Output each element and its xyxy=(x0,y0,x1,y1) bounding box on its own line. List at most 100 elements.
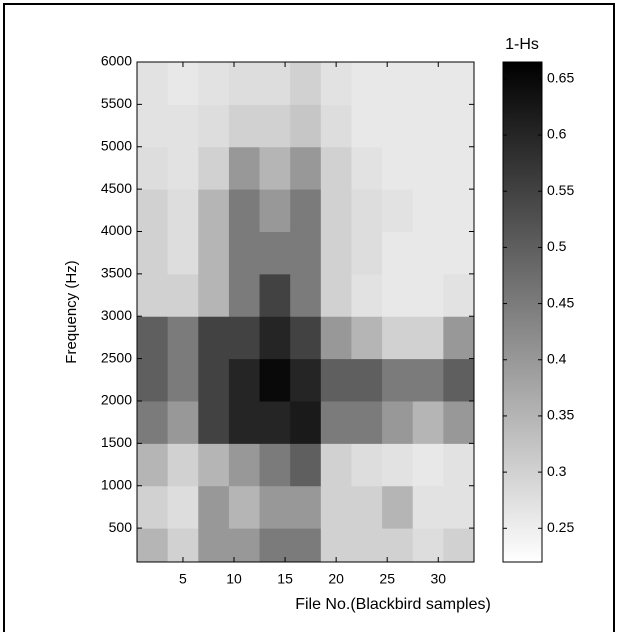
y-tick-label: 5000 xyxy=(101,137,132,153)
heatmap-cell xyxy=(167,104,199,148)
heatmap-cell xyxy=(228,231,261,275)
heatmap-cell xyxy=(443,443,474,487)
heatmap-cell xyxy=(351,231,383,275)
x-tick-label: 30 xyxy=(430,571,446,587)
heatmap-cell xyxy=(167,443,199,487)
heatmap-cell xyxy=(382,316,414,360)
heatmap-cell xyxy=(382,62,414,105)
heatmap-cell xyxy=(290,443,322,487)
heatmap-cell xyxy=(259,231,291,275)
y-tick-label: 1500 xyxy=(101,434,132,450)
colorbar-tick-label: 0.4 xyxy=(547,350,567,366)
colorbar xyxy=(502,61,543,563)
heatmap-cell xyxy=(351,189,383,232)
colorbar-tick-label: 0.45 xyxy=(547,294,574,310)
heatmap-cell xyxy=(412,316,444,360)
heatmap-cell xyxy=(412,485,444,529)
heatmap-cell xyxy=(198,146,230,190)
heatmap-cell xyxy=(198,443,230,487)
heatmap-cell xyxy=(198,528,230,562)
heatmap-cell xyxy=(382,189,414,232)
heatmap-cell xyxy=(320,62,352,105)
y-tick-label: 3500 xyxy=(101,265,132,281)
heatmap-cell xyxy=(290,358,322,402)
heatmap-cell xyxy=(443,485,474,529)
heatmap-cell xyxy=(320,528,352,562)
x-tick-label: 5 xyxy=(179,571,187,587)
heatmap-cell xyxy=(443,528,474,562)
colorbar-tick-label: 0.5 xyxy=(547,238,567,254)
heatmap-cell xyxy=(228,443,261,487)
heatmap-cell xyxy=(412,231,444,275)
heatmap-cell xyxy=(412,273,444,317)
y-tick-label: 5500 xyxy=(101,95,132,111)
heatmap-cell xyxy=(443,358,474,402)
heatmap-cell xyxy=(412,528,444,562)
heatmap-cell xyxy=(443,189,474,232)
heatmap-cell xyxy=(228,485,261,529)
heatmap-cell xyxy=(137,443,169,487)
y-axis-label: Frequency (Hz) xyxy=(63,260,80,363)
heatmap-cell xyxy=(351,316,383,360)
y-tick-label: 3000 xyxy=(101,307,132,323)
heatmap-cell xyxy=(320,104,352,148)
heatmap-cell xyxy=(259,189,291,232)
heatmap-cell xyxy=(382,400,414,444)
heatmap-cell xyxy=(290,400,322,444)
heatmap-cell xyxy=(259,485,291,529)
heatmap-cell xyxy=(228,528,261,562)
y-tick-label: 4500 xyxy=(101,180,132,196)
frame xyxy=(3,3,615,637)
heatmap-cell xyxy=(443,104,474,148)
heatmap-cell xyxy=(320,316,352,360)
heatmap-cell xyxy=(290,485,322,529)
heatmap-cell xyxy=(228,273,261,317)
heatmap-cell xyxy=(320,358,352,402)
heatmap-cell xyxy=(351,146,383,190)
heatmap xyxy=(137,62,474,562)
heatmap-cell xyxy=(443,273,474,317)
heatmap-cell xyxy=(137,316,169,360)
heatmap-cell xyxy=(351,485,383,529)
heatmap-cell xyxy=(167,400,199,444)
heatmap-cell xyxy=(137,146,169,190)
heatmap-cell xyxy=(351,528,383,562)
heatmap-cell xyxy=(198,231,230,275)
heatmap-cell xyxy=(412,358,444,402)
heatmap-cell xyxy=(290,146,322,190)
heatmap-cell xyxy=(443,146,474,190)
heatmap-cell xyxy=(137,104,169,148)
heatmap-cell xyxy=(137,485,169,529)
heatmap-cell xyxy=(167,62,199,105)
heatmap-cell xyxy=(412,189,444,232)
heatmap-cell xyxy=(198,62,230,105)
heatmap-cell xyxy=(167,273,199,317)
heatmap-cell xyxy=(198,189,230,232)
heatmap-cell xyxy=(137,400,169,444)
heatmap-cell xyxy=(320,231,352,275)
colorbar-tick-label: 0.3 xyxy=(547,463,567,479)
heatmap-cell xyxy=(228,62,261,105)
heatmap-cell xyxy=(137,62,169,105)
x-tick-label: 15 xyxy=(277,571,293,587)
heatmap-cell xyxy=(228,189,261,232)
heatmap-cell xyxy=(228,358,261,402)
heatmap-cell xyxy=(198,104,230,148)
heatmap-cell xyxy=(167,358,199,402)
heatmap-cell xyxy=(443,316,474,360)
y-tick-label: 500 xyxy=(109,519,133,535)
heatmap-cell xyxy=(382,485,414,529)
heatmap-cell xyxy=(382,443,414,487)
heatmap-cell xyxy=(351,104,383,148)
heatmap-cell xyxy=(137,231,169,275)
heatmap-cell xyxy=(259,528,291,562)
heatmap-cell xyxy=(228,316,261,360)
heatmap-cell xyxy=(228,400,261,444)
heatmap-cell xyxy=(290,273,322,317)
heatmap-cell xyxy=(412,62,444,105)
heatmap-cell xyxy=(382,358,414,402)
heatmap-cell xyxy=(412,443,444,487)
heatmap-cell xyxy=(290,189,322,232)
heatmap-cell xyxy=(198,400,230,444)
